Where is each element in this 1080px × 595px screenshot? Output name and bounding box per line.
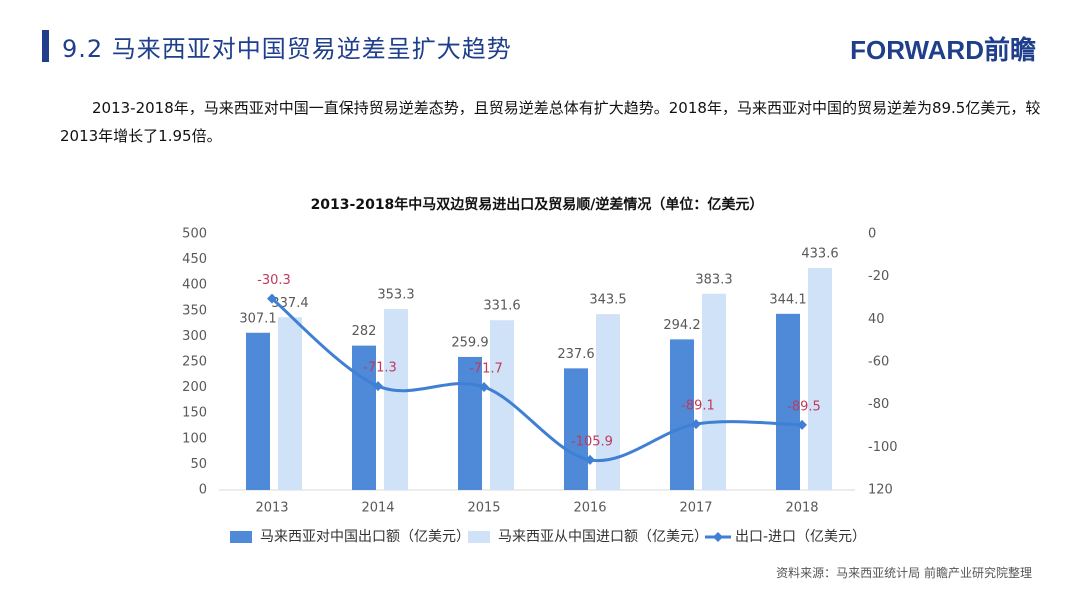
y2-tick-label: -100 [868,440,898,455]
line-marker [479,381,489,392]
x-tick-label: 2013 [255,501,288,516]
x-tick-label: 2017 [679,501,712,516]
bar [352,345,376,490]
line-marker [267,293,277,304]
bar [596,314,620,490]
line-marker [691,419,701,430]
data-label: 353.3 [377,288,414,303]
data-label: 433.6 [801,246,838,261]
paragraph: 2013-2018年，马来西亚对中国一直保持贸易逆差态势，且贸易逆差总体有扩大趋… [60,99,1041,145]
legend-label: 马来西亚对中国出口额（亿美元） [260,529,470,545]
data-label: 307.1 [239,311,276,326]
bar [458,356,482,490]
y-tick-label: 350 [182,303,207,318]
title-accent [42,30,49,62]
data-label: 294.2 [663,318,700,333]
bar [278,317,302,490]
y2-tick-label: 120 [868,483,893,498]
data-label: 259.9 [451,335,488,350]
bar [384,309,408,490]
data-label: -105.9 [571,434,613,449]
x-tick-label: 2016 [573,501,606,516]
y-tick-label: 150 [182,406,207,421]
legend-label: 马来西亚从中国进口额（亿美元） [498,529,708,545]
bar [246,332,270,490]
y-tick-label: 100 [182,431,207,446]
data-label: -71.3 [363,361,397,376]
chart-title: 2013-2018年中马双边贸易进出口及贸易顺/逆差情况（单位：亿美元） [311,196,764,213]
data-label: 343.5 [589,293,626,308]
data-label: -71.7 [469,361,503,376]
y-tick-label: 450 [182,252,207,267]
data-label: 237.6 [557,347,594,362]
data-label: 344.1 [769,292,806,307]
y-tick-label: 400 [182,278,207,293]
y-tick-label: 250 [182,355,207,370]
x-tick-label: 2014 [361,501,394,516]
bar [564,368,588,490]
legend-marker [713,532,723,542]
x-tick-label: 2018 [785,501,818,516]
data-label: 383.3 [695,272,732,287]
data-label: -30.3 [257,273,291,288]
data-label: -89.5 [787,399,821,414]
y2-tick-label: -60 [868,355,889,370]
page-title: 9.2 马来西亚对中国贸易逆差呈扩大趋势 [62,35,512,63]
legend-label: 出口-进口（亿美元） [735,529,866,545]
y2-tick-label: 0 [868,227,876,242]
y-tick-label: 500 [182,227,207,242]
line-marker [585,454,595,465]
bar [808,267,832,490]
line-marker [797,419,807,430]
source-note: 资料来源：马来西亚统计局 前瞻产业研究院整理 [776,566,1032,580]
y-tick-label: 50 [190,457,207,472]
bar [702,293,726,490]
data-label: -89.1 [681,399,715,414]
data-label: 282 [352,324,377,339]
bar [776,313,800,490]
x-tick-label: 2015 [467,501,500,516]
bar [490,320,514,490]
line-marker [373,381,383,392]
legend-swatch [230,531,252,543]
line [271,297,803,463]
y2-tick-label: -80 [868,397,889,412]
y2-tick-label: 40 [868,312,885,327]
legend-swatch [468,531,490,543]
bar [670,339,694,490]
y2-tick-label: -20 [868,269,889,284]
y-tick-label: 0 [199,483,207,498]
logo: FORWARD前瞻 [850,35,1036,65]
data-label: 331.6 [483,299,520,314]
y-tick-label: 300 [182,329,207,344]
y-tick-label: 200 [182,380,207,395]
